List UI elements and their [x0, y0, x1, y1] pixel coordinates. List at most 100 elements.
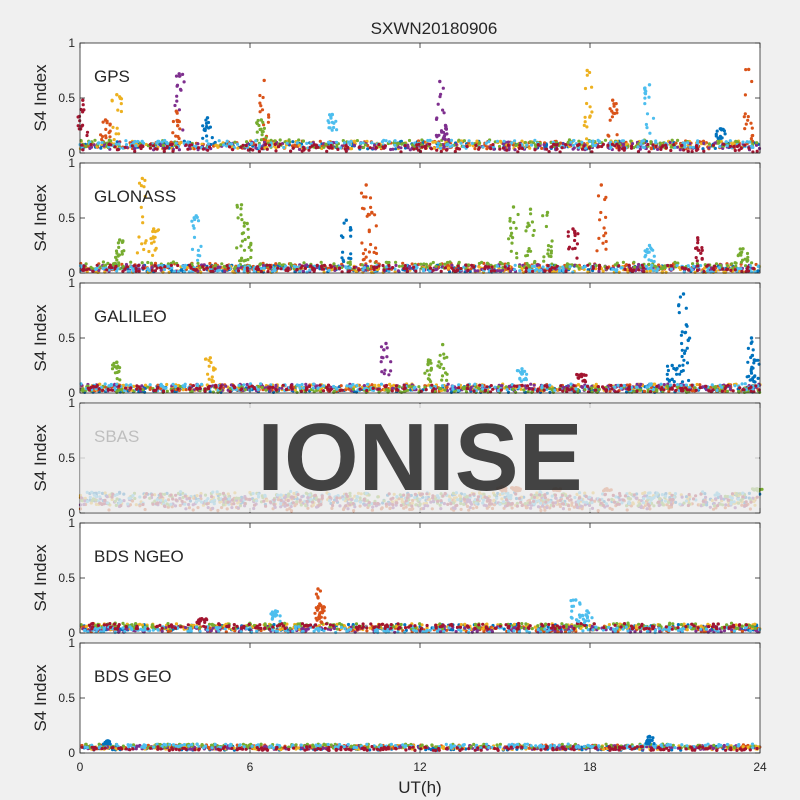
- data-point: [440, 384, 445, 388]
- data-point: [274, 146, 278, 150]
- data-point: [546, 264, 550, 268]
- data-point: [274, 149, 278, 153]
- data-point: [249, 241, 253, 245]
- data-point: [586, 384, 590, 388]
- data-point: [142, 247, 146, 252]
- data-point: [171, 119, 175, 124]
- data-point: [666, 368, 671, 373]
- data-point: [316, 386, 320, 390]
- data-point: [664, 143, 668, 147]
- data-point: [509, 249, 513, 253]
- data-point: [648, 382, 652, 386]
- data-point: [97, 141, 101, 145]
- data-point: [606, 143, 610, 147]
- data-point: [602, 226, 606, 230]
- y-tick-label: 1: [68, 36, 75, 50]
- data-point: [658, 141, 662, 145]
- data-point: [203, 357, 208, 361]
- data-point: [196, 253, 200, 257]
- data-point: [165, 145, 169, 149]
- data-point: [135, 387, 139, 391]
- data-point: [208, 125, 212, 129]
- data-point: [224, 384, 228, 388]
- data-point: [487, 140, 491, 144]
- data-point: [469, 386, 473, 390]
- data-point-peak: [115, 360, 119, 364]
- data-point: [515, 384, 519, 388]
- data-point: [371, 386, 375, 390]
- data-point: [242, 248, 247, 252]
- data-point: [523, 140, 528, 145]
- data-point: [384, 260, 388, 264]
- data-point: [728, 144, 733, 148]
- data-point: [273, 139, 277, 143]
- data-point: [651, 116, 656, 120]
- data-point: [497, 144, 502, 149]
- data-point: [747, 374, 751, 378]
- data-point: [387, 267, 391, 271]
- axes-background: [80, 163, 760, 273]
- data-point: [543, 384, 547, 388]
- data-point: [413, 385, 417, 389]
- data-point: [177, 108, 181, 112]
- data-point: [745, 251, 750, 256]
- data-point: [381, 356, 385, 360]
- data-point: [232, 267, 237, 271]
- data-point: [675, 263, 679, 268]
- data-point: [533, 143, 538, 147]
- data-point: [580, 147, 585, 151]
- data-point: [694, 246, 698, 250]
- data-point: [254, 139, 258, 143]
- data-point: [119, 109, 123, 114]
- data-point: [279, 267, 283, 271]
- data-point: [352, 265, 356, 270]
- data-point: [438, 262, 442, 266]
- data-point-peak: [681, 292, 686, 296]
- data-point: [725, 144, 729, 148]
- data-point: [207, 384, 212, 388]
- data-point: [218, 386, 222, 390]
- data-point: [752, 267, 756, 271]
- data-point: [622, 146, 627, 150]
- data-point: [222, 143, 226, 147]
- data-point: [670, 377, 674, 381]
- data-point: [360, 263, 364, 267]
- data-point: [717, 141, 721, 145]
- data-point: [632, 265, 637, 269]
- data-point-peak: [718, 127, 722, 131]
- data-point: [576, 390, 580, 394]
- data-point: [726, 383, 730, 387]
- data-point: [274, 383, 278, 387]
- data-point: [510, 231, 514, 235]
- data-point: [517, 264, 522, 269]
- data-point: [264, 388, 268, 392]
- data-point: [175, 145, 179, 150]
- data-point: [84, 145, 88, 149]
- data-point: [513, 139, 517, 143]
- data-point: [710, 383, 714, 387]
- data-point: [680, 266, 685, 270]
- data-point: [466, 268, 470, 272]
- data-point: [260, 133, 264, 137]
- data-point: [137, 181, 142, 185]
- data-point: [647, 250, 651, 254]
- data-point: [699, 264, 703, 268]
- data-point: [569, 140, 573, 144]
- data-point: [281, 383, 285, 387]
- data-point: [513, 263, 517, 267]
- data-point: [711, 388, 715, 392]
- data-point: [445, 143, 449, 147]
- data-point: [154, 388, 158, 392]
- data-point: [495, 139, 500, 143]
- data-point-peak: [545, 210, 550, 215]
- data-point: [427, 373, 431, 377]
- data-point: [459, 141, 463, 145]
- data-point: [638, 147, 642, 151]
- data-point: [597, 236, 601, 240]
- data-point: [352, 139, 357, 143]
- data-point: [108, 129, 112, 133]
- data-point: [349, 234, 353, 238]
- data-point: [558, 269, 562, 273]
